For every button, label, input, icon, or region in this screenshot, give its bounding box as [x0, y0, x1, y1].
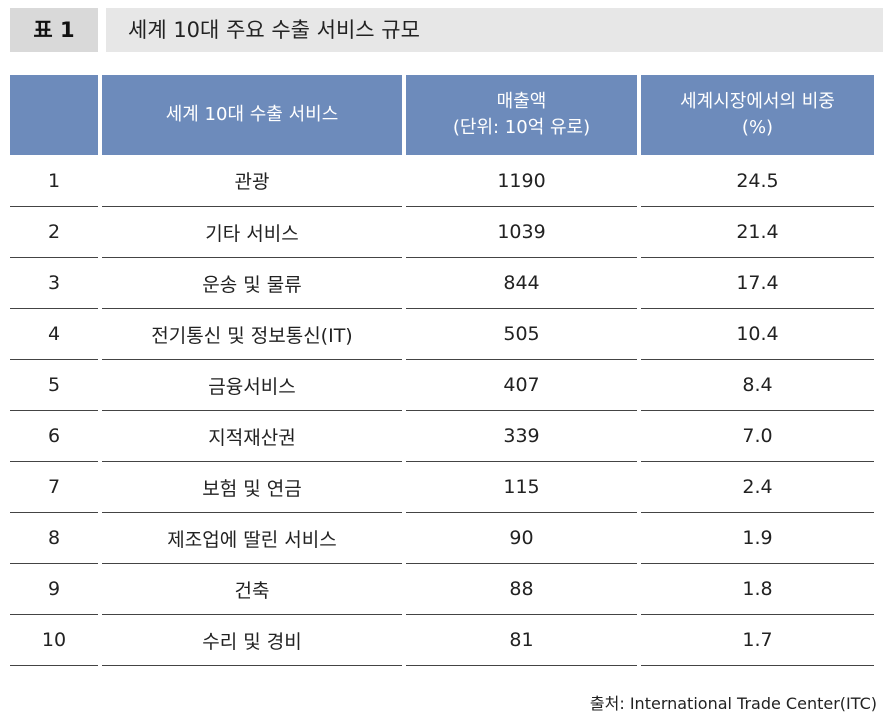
table-row: 10 수리 및 경비 81 1.7: [10, 615, 874, 666]
cell-sales: 1039: [406, 207, 637, 258]
source-note: 출처: International Trade Center(ITC): [589, 694, 877, 713]
cell-service: 금융서비스: [102, 360, 402, 411]
cell-share: 1.9: [641, 513, 874, 564]
cell-share: 1.8: [641, 564, 874, 615]
cell-service: 기타 서비스: [102, 207, 402, 258]
cell-sales: 115: [406, 462, 637, 513]
cell-rank: 3: [10, 258, 98, 309]
cell-share: 21.4: [641, 207, 874, 258]
cell-rank: 8: [10, 513, 98, 564]
cell-rank: 9: [10, 564, 98, 615]
cell-share: 2.4: [641, 462, 874, 513]
cell-rank: 6: [10, 411, 98, 462]
cell-sales: 407: [406, 360, 637, 411]
cell-share: 7.0: [641, 411, 874, 462]
table-row: 9 건축 88 1.8: [10, 564, 874, 615]
cell-rank: 10: [10, 615, 98, 666]
cell-service: 건축: [102, 564, 402, 615]
cell-service: 지적재산권: [102, 411, 402, 462]
table-row: 7 보험 및 연금 115 2.4: [10, 462, 874, 513]
cell-rank: 4: [10, 309, 98, 360]
table-row: 8 제조업에 딸린 서비스 90 1.9: [10, 513, 874, 564]
header-sales: 매출액 (단위: 10억 유로): [406, 75, 637, 155]
cell-service: 수리 및 경비: [102, 615, 402, 666]
cell-sales: 90: [406, 513, 637, 564]
cell-sales: 505: [406, 309, 637, 360]
cell-service: 제조업에 딸린 서비스: [102, 513, 402, 564]
cell-share: 1.7: [641, 615, 874, 666]
cell-sales: 844: [406, 258, 637, 309]
table-row: 1 관광 1190 24.5: [10, 155, 874, 207]
cell-service: 운송 및 물류: [102, 258, 402, 309]
cell-rank: 2: [10, 207, 98, 258]
table-title-bar: 표 1 세계 10대 주요 수출 서비스 규모: [10, 8, 883, 52]
header-sales-line2: (단위: 10억 유로): [452, 117, 591, 138]
table-row: 5 금융서비스 407 8.4: [10, 360, 874, 411]
cell-share: 8.4: [641, 360, 874, 411]
table-row: 2 기타 서비스 1039 21.4: [10, 207, 874, 258]
cell-sales: 1190: [406, 155, 637, 207]
export-services-table: 세계 10대 수출 서비스 매출액 (단위: 10억 유로) 세계시장에서의 비…: [6, 75, 878, 666]
cell-sales: 81: [406, 615, 637, 666]
cell-rank: 7: [10, 462, 98, 513]
cell-share: 17.4: [641, 258, 874, 309]
header-rank: [10, 75, 98, 155]
table-header-row: 세계 10대 수출 서비스 매출액 (단위: 10억 유로) 세계시장에서의 비…: [10, 75, 874, 155]
cell-rank: 1: [10, 155, 98, 207]
cell-rank: 5: [10, 360, 98, 411]
table-title: 세계 10대 주요 수출 서비스 규모: [106, 8, 883, 52]
table-number-label: 표 1: [10, 8, 98, 52]
cell-share: 24.5: [641, 155, 874, 207]
table-row: 6 지적재산권 339 7.0: [10, 411, 874, 462]
header-service: 세계 10대 수출 서비스: [102, 75, 402, 155]
cell-service: 전기통신 및 정보통신(IT): [102, 309, 402, 360]
cell-sales: 88: [406, 564, 637, 615]
cell-share: 10.4: [641, 309, 874, 360]
header-share-line2: (%): [741, 117, 774, 138]
header-share-line1: 세계시장에서의 비중: [680, 91, 835, 112]
cell-service: 관광: [102, 155, 402, 207]
cell-sales: 339: [406, 411, 637, 462]
table-row: 4 전기통신 및 정보통신(IT) 505 10.4: [10, 309, 874, 360]
header-share: 세계시장에서의 비중 (%): [641, 75, 874, 155]
cell-service: 보험 및 연금: [102, 462, 402, 513]
table-row: 3 운송 및 물류 844 17.4: [10, 258, 874, 309]
header-sales-line1: 매출액: [496, 91, 547, 112]
